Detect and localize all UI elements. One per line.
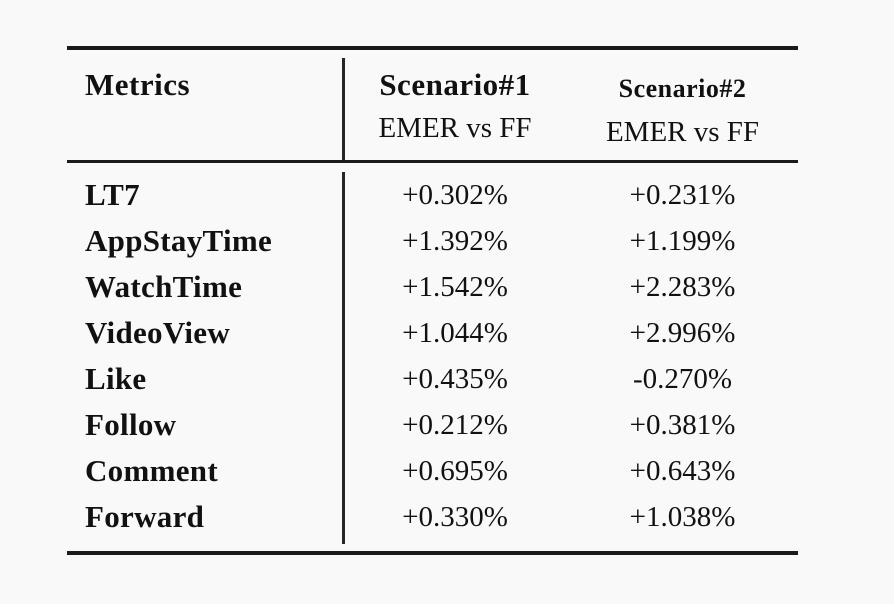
metric-name-cell: VideoView [85,315,231,350]
column-divider-header-segment [342,58,345,160]
metric-name-cell: Forward [85,499,205,534]
column-divider-body-segment [342,172,345,544]
header-cell-scenario1: Scenario#1 EMER vs FF [343,50,567,160]
scenario1-value-cell: +0.435% [402,362,508,395]
scenario1-value-cell: +0.302% [402,178,508,211]
scenario2-value-cell: +1.038% [629,500,736,533]
table-body: LT7 +0.302% +0.231% AppStayTime +1.392% … [67,163,798,551]
scenario2-value-cell: +0.231% [629,178,736,211]
table-bottom-rule [67,551,798,555]
metrics-comparison-table: Metrics Scenario#1 EMER vs FF Scenario#2… [67,46,798,555]
scenario1-value-cell: +0.212% [402,408,508,441]
scenario2-value-cell: -0.270% [632,362,733,395]
header-cell-scenario2: Scenario#2 EMER vs FF [567,50,798,160]
metric-name-cell: Follow [85,407,177,442]
table-mid-rule [67,160,798,163]
metric-name-cell: AppStayTime [85,223,273,258]
scenario2-value-cell: +1.199% [629,224,736,257]
table-row: Forward +0.330% +1.038% [67,494,798,540]
table-row: VideoView +1.044% +2.996% [67,310,798,356]
scenario2-value-cell: +0.643% [629,454,736,487]
scenario1-column-header: Scenario#1 [379,67,531,102]
header-cell-metrics: Metrics [67,50,343,160]
table-row: AppStayTime +1.392% +1.199% [67,218,798,264]
table-row: LT7 +0.302% +0.231% [67,172,798,218]
metric-name-cell: Comment [85,453,218,488]
table-header-row: Metrics Scenario#1 EMER vs FF Scenario#2… [67,50,798,160]
table-row: WatchTime +1.542% +2.283% [67,264,798,310]
table-top-rule [67,46,798,50]
scenario2-column-header: Scenario#2 [618,74,747,103]
scenario1-value-cell: +1.542% [402,270,508,303]
metric-name-cell: LT7 [85,177,140,212]
scenario2-column-subheader: EMER vs FF [605,116,760,148]
metrics-column-header: Metrics [85,67,191,102]
scenario1-value-cell: +0.330% [402,500,508,533]
scenario2-value-cell: +0.381% [629,408,736,441]
metric-name-cell: Like [85,361,147,396]
scenario1-value-cell: +1.392% [402,224,508,257]
scenario1-value-cell: +1.044% [402,316,508,349]
scenario2-value-cell: +2.283% [629,270,736,303]
table-row: Like +0.435% -0.270% [67,356,798,402]
scenario1-column-subheader: EMER vs FF [378,112,532,144]
scenario2-value-cell: +2.996% [629,316,736,349]
table-row: Follow +0.212% +0.381% [67,402,798,448]
metric-name-cell: WatchTime [85,269,243,304]
table-row: Comment +0.695% +0.643% [67,448,798,494]
scenario1-value-cell: +0.695% [402,454,508,487]
